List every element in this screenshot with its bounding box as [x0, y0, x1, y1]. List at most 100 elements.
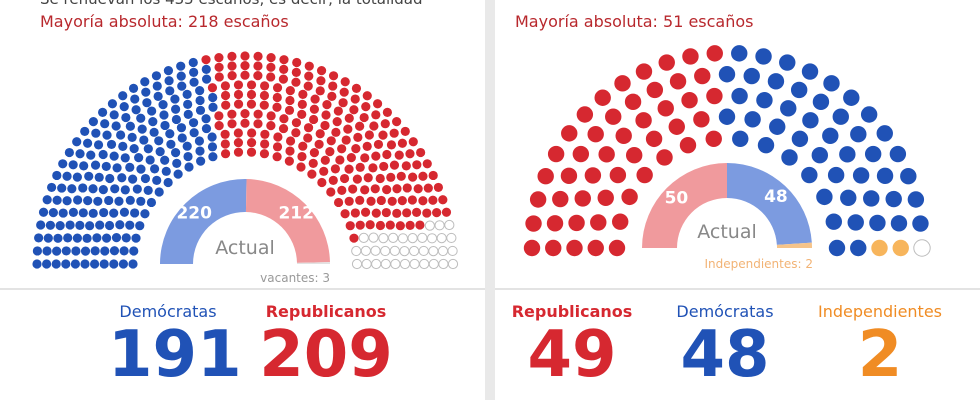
seat-rep	[240, 70, 250, 80]
seat-dem	[731, 45, 748, 62]
seat-dem	[51, 259, 61, 269]
seat-rep	[598, 146, 615, 163]
seat-rep	[422, 159, 432, 169]
seat-rep	[621, 188, 638, 206]
house-republicans-label: Republicanos	[265, 302, 387, 321]
house-description: Se renuevan los 435 escaños, es decir, l…	[40, 0, 423, 8]
seat-rep	[365, 220, 375, 230]
seat-dem	[825, 213, 842, 230]
seat-dem	[83, 138, 93, 148]
seat-dem	[98, 185, 108, 195]
seat-rep	[360, 207, 371, 217]
seat-dem	[58, 159, 68, 169]
seat-rep	[272, 102, 282, 112]
seat-dem	[135, 221, 145, 231]
seat-undecided	[426, 233, 438, 244]
seat-dem	[850, 126, 867, 143]
seat-rep	[412, 207, 422, 217]
seat-rep	[415, 220, 425, 230]
gauge-segment-dem	[727, 163, 812, 245]
seat-rep	[408, 137, 418, 147]
seat-dem	[36, 220, 46, 230]
seat-rep	[328, 81, 338, 91]
seat-rep	[339, 173, 350, 184]
seat-rep	[368, 163, 378, 173]
seat-dem	[208, 92, 218, 103]
seat-rep	[351, 144, 361, 154]
seat-rep	[382, 107, 392, 117]
seat-dem	[73, 195, 83, 205]
seat-rep	[682, 48, 699, 65]
seat-rep	[233, 128, 243, 138]
seat-rep	[547, 145, 565, 163]
seat-rep	[597, 189, 614, 206]
seat-dem	[885, 190, 902, 208]
seat-dem	[90, 259, 100, 269]
seat-dem	[130, 94, 140, 104]
seat-dem	[91, 128, 101, 138]
seat-rep	[546, 215, 564, 232]
seat-rep	[355, 121, 365, 131]
seat-rep	[350, 94, 360, 104]
seat-dem	[128, 174, 138, 184]
seat-rep	[428, 195, 438, 205]
seat-rep	[260, 81, 270, 91]
seat-rep	[285, 146, 295, 156]
seat-rep	[375, 220, 386, 231]
seat-rep	[382, 185, 392, 195]
seat-rep	[371, 208, 381, 218]
seat-undecided	[447, 258, 459, 270]
seat-rep	[394, 150, 404, 160]
seat-dem	[155, 147, 165, 157]
seat-rep	[207, 83, 218, 93]
seat-dem	[85, 221, 95, 231]
seat-dem	[195, 86, 205, 96]
seat-rep	[386, 172, 396, 182]
seat-dem	[876, 125, 893, 142]
seat-dem	[165, 86, 175, 96]
seat-dem	[208, 102, 218, 112]
seat-rep	[397, 138, 407, 148]
seat-rep	[362, 141, 372, 151]
seat-dem	[125, 121, 135, 131]
seat-rep	[360, 153, 370, 163]
seat-rep	[315, 129, 325, 139]
seat-rep	[220, 149, 231, 159]
seat-rep	[615, 127, 632, 144]
seat-rep	[272, 83, 283, 93]
seat-dem	[743, 67, 760, 85]
seat-dem	[183, 109, 193, 119]
senate-republicans-label: Republicanos	[511, 302, 633, 321]
seat-dem	[863, 190, 880, 207]
seat-rep	[385, 220, 395, 230]
seat-dem	[102, 130, 112, 140]
seat-rep	[371, 151, 381, 161]
seat-dem	[142, 98, 152, 108]
seat-undecided	[361, 258, 372, 270]
seat-rep	[587, 239, 604, 257]
seat-rep	[587, 126, 604, 143]
seat-rep	[246, 137, 257, 148]
gauge-value-label: 50	[665, 188, 689, 208]
seat-dem	[98, 107, 108, 117]
seat-dem	[125, 162, 135, 172]
seat-dem	[119, 102, 129, 112]
seat-dem	[32, 259, 42, 269]
seat-rep	[259, 90, 270, 101]
seat-rep	[438, 195, 448, 205]
seat-dem	[173, 169, 183, 179]
seat-rep	[345, 221, 355, 231]
seat-rep	[285, 95, 295, 106]
seat-dem	[137, 124, 147, 134]
seat-dem	[92, 233, 102, 243]
seat-dem	[98, 149, 108, 160]
seat-rep	[272, 142, 283, 152]
seat-rep	[253, 109, 263, 119]
seat-rep	[523, 239, 541, 257]
seat-rep	[645, 130, 663, 148]
seat-dem	[189, 67, 199, 77]
seat-dem	[101, 161, 111, 172]
seat-dem	[109, 246, 120, 256]
seat-rep	[382, 149, 392, 160]
seat-rep	[266, 72, 276, 82]
